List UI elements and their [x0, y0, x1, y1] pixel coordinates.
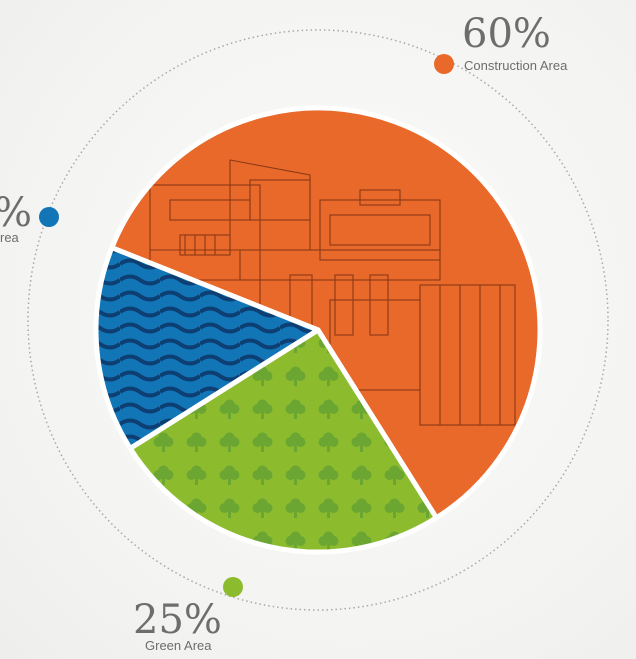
green-percent-label: 25%: [133, 597, 222, 643]
construction-marker-dot: [434, 54, 454, 74]
pie-slice-water-area: [93, 245, 321, 451]
water-area-label: rea: [0, 230, 20, 245]
construction-area-label: Construction Area: [464, 58, 568, 73]
pie-slices: [93, 105, 543, 555]
outer-dotted-ring: [27, 29, 609, 611]
green-area-label: Green Area: [145, 638, 212, 653]
pie-slice-green-area: [127, 327, 439, 555]
construction-percent-label: 60%: [462, 11, 551, 57]
water-percent-label: %: [0, 190, 32, 236]
water-marker-dot: [39, 207, 59, 227]
pie-slice-construction-area: [109, 105, 543, 521]
green-marker-dot: [223, 577, 243, 597]
